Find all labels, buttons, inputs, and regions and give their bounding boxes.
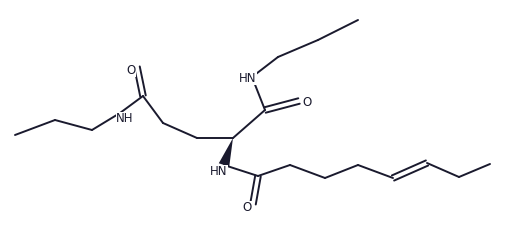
Polygon shape — [218, 138, 232, 167]
Text: HN: HN — [210, 165, 227, 178]
Text: O: O — [302, 96, 311, 109]
Text: HN: HN — [239, 72, 256, 85]
Text: O: O — [242, 201, 251, 214]
Text: NH: NH — [116, 112, 133, 125]
Text: O: O — [126, 64, 135, 77]
